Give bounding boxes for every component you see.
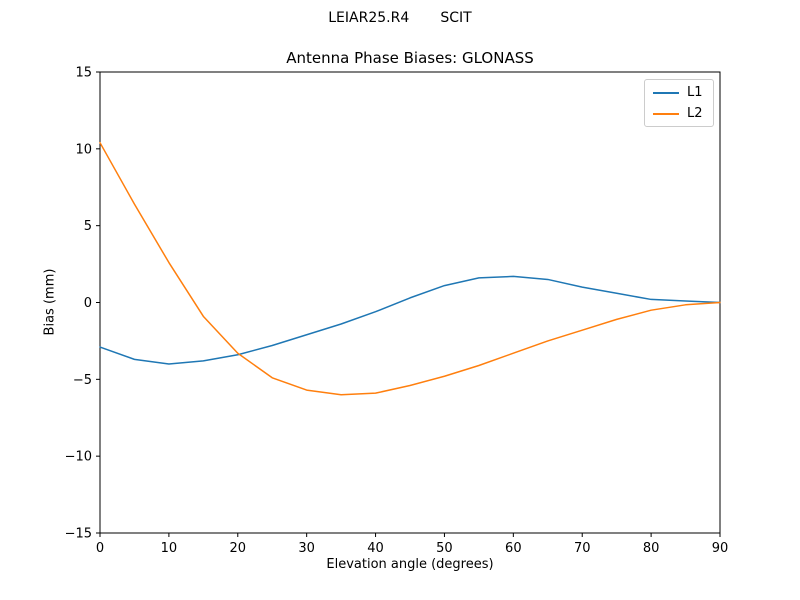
x-tick-label: 90 — [712, 541, 729, 556]
x-tick-label: 20 — [230, 541, 247, 556]
axes-frame — [99, 71, 721, 534]
legend-entry-L1: L1 — [653, 85, 703, 100]
y-tick-label: −15 — [65, 527, 92, 542]
y-tick-label: 10 — [75, 142, 92, 157]
legend-label: L1 — [687, 85, 703, 100]
legend-label: L2 — [687, 106, 703, 121]
x-tick-label: 40 — [367, 541, 384, 556]
x-tick-label: 0 — [96, 541, 104, 556]
figure-suptitle: LEIAR25.R4 SCIT — [328, 10, 472, 26]
y-tick-label: 0 — [84, 296, 92, 311]
legend: L1 L2 — [644, 79, 714, 127]
x-axis-label: Elevation angle (degrees) — [326, 557, 494, 572]
y-tick-label: 15 — [75, 66, 92, 81]
y-tick-label: −10 — [65, 450, 92, 465]
y-tick-label: −5 — [73, 373, 92, 388]
y-tick-label: 5 — [84, 219, 92, 234]
x-tick-label: 70 — [574, 541, 591, 556]
chart-title: Antenna Phase Biases: GLONASS — [286, 49, 534, 67]
x-tick-label: 60 — [505, 541, 522, 556]
legend-entry-L2: L2 — [653, 106, 703, 121]
series-line-L2 — [99, 141, 721, 396]
x-tick-label: 30 — [298, 541, 315, 556]
x-tick-label: 80 — [643, 541, 660, 556]
x-tick-label: 10 — [161, 541, 178, 556]
legend-line-swatch — [653, 112, 679, 115]
series-line-L1 — [99, 275, 721, 365]
x-tick-label: 50 — [436, 541, 453, 556]
legend-line-swatch — [653, 91, 679, 94]
